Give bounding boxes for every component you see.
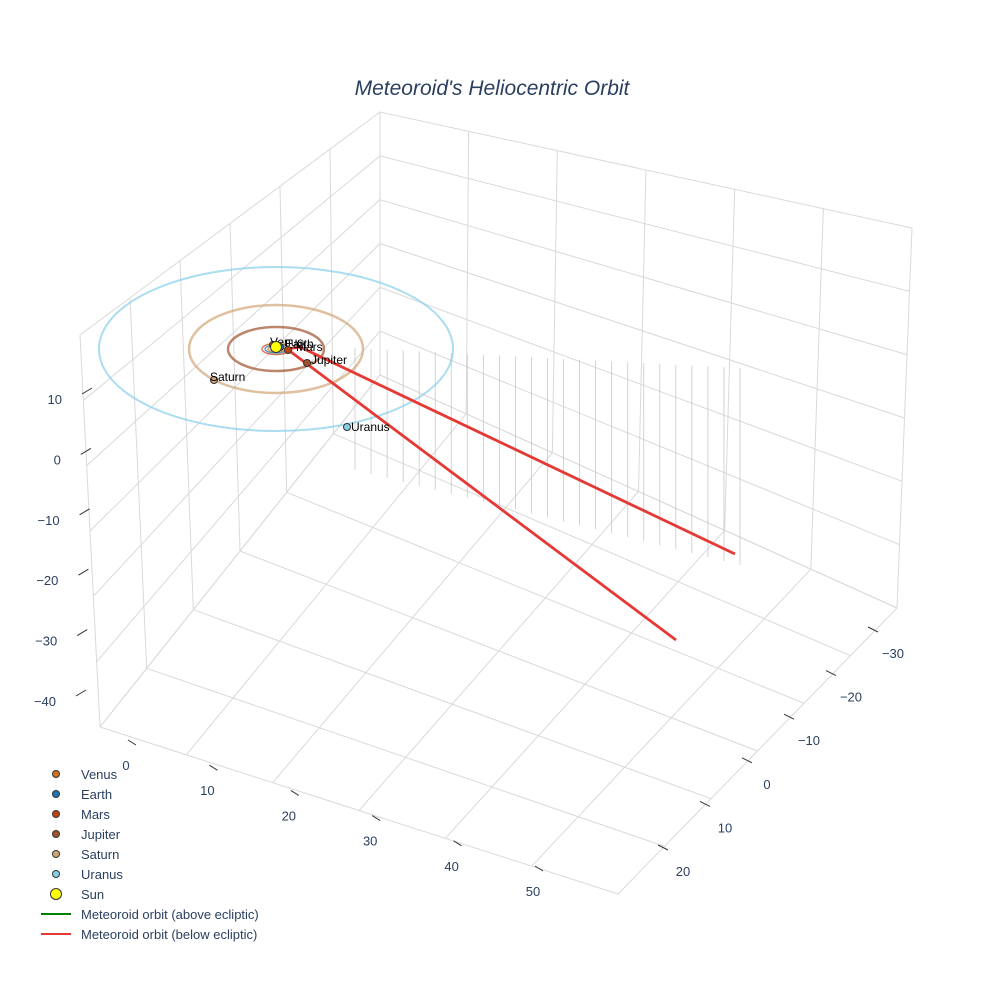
planet-marker-uranus [343, 423, 351, 431]
grid-3d [79, 111, 913, 895]
orbit-saturn [187, 303, 365, 395]
tick-mark [371, 815, 381, 822]
legend-item: Mars [52, 807, 110, 822]
tick-mark [79, 508, 90, 516]
legend-marker-swatch [52, 770, 60, 778]
legend-label: Sun [81, 887, 104, 902]
tick-mark [80, 447, 92, 455]
legend-label: Venus [81, 767, 118, 782]
meteoroid-orbit [283, 345, 736, 642]
legend-item: Saturn [52, 847, 119, 862]
legend-marker-swatch [52, 850, 60, 858]
y-tick-label: −10 [798, 733, 820, 748]
y-tick-label: 0 [763, 777, 770, 792]
z-tick-label: −20 [36, 573, 58, 588]
z-tick-label: 0 [54, 452, 61, 467]
meteoroid-orbit-line-below [283, 345, 736, 642]
sun-marker [270, 341, 282, 353]
x-tick-label: 40 [444, 859, 458, 874]
tick-mark [127, 739, 137, 746]
legend-item: Jupiter [52, 827, 121, 842]
back-wall-gridline [379, 111, 913, 229]
legend-label: Uranus [81, 867, 123, 882]
tick-mark [209, 764, 218, 771]
floor-gridline [531, 568, 812, 867]
tick-mark [741, 757, 753, 764]
floor-gridline [379, 374, 898, 609]
legend: Venus Earth Mars Jupiter Saturn Uranus Sun Mete… [41, 767, 259, 942]
x-tick-label: 30 [363, 834, 377, 849]
legend-item: Meteoroid orbit (above ecliptic) [41, 907, 259, 922]
legend-marker-swatch [52, 870, 60, 878]
x-tick-label: 20 [282, 808, 296, 823]
legend-item: Earth [52, 787, 112, 802]
floor-gridline [333, 433, 851, 657]
orbit-jupiter [226, 325, 326, 373]
left-wall-gridline [329, 149, 334, 434]
x-tick-label: 50 [526, 884, 540, 899]
orbit-uranus [98, 266, 454, 432]
back-wall-gridline [896, 227, 913, 609]
axis-ticks: 10 0 −10 −20 −30 −40 0 10 20 30 40 50 −30 −20 −10 0 10 20 [34, 387, 904, 899]
tick-mark [78, 568, 89, 576]
tick-mark [825, 670, 837, 677]
left-wall-gridline [83, 155, 381, 401]
legend-marker-swatch [52, 810, 60, 818]
tick-mark [867, 626, 879, 633]
legend-item: Venus [52, 767, 118, 782]
meteoroid-drop-lines [354, 348, 741, 565]
y-tick-label: 20 [676, 864, 690, 879]
planet-label-uranus: Uranus [351, 420, 390, 434]
chart-title: Meteoroid's Heliocentric Orbit [355, 77, 631, 100]
back-wall-gridline [810, 208, 824, 570]
tick-mark [76, 629, 88, 637]
legend-label: Meteoroid orbit (below ecliptic) [81, 927, 257, 942]
tick-mark [75, 689, 87, 697]
legend-marker-swatch [52, 790, 60, 798]
tick-mark [699, 800, 711, 807]
z-tick-label: 10 [48, 392, 62, 407]
tick-mark [81, 387, 93, 395]
floor-gridline [444, 529, 726, 839]
tick-mark [290, 789, 300, 796]
legend-label: Saturn [81, 847, 119, 862]
back-wall-gridline [724, 189, 736, 531]
planet-label-saturn: Saturn [210, 370, 245, 384]
legend-item: Sun [50, 887, 104, 902]
planet-label-mars: Mars [296, 340, 323, 354]
legend-marker-swatch [50, 888, 62, 900]
legend-label: Jupiter [81, 827, 121, 842]
legend-item: Meteoroid orbit (below ecliptic) [41, 927, 257, 942]
x-tick-label: 0 [122, 758, 129, 773]
tick-mark [453, 840, 462, 847]
planet-orbits [98, 266, 454, 432]
legend-item: Uranus [52, 867, 123, 882]
tick-mark [657, 844, 669, 851]
legend-label: Meteoroid orbit (above ecliptic) [81, 907, 259, 922]
tick-mark [783, 713, 795, 720]
legend-marker-swatch [52, 830, 60, 838]
planet-marker-saturn [210, 376, 218, 384]
x-tick-label: 10 [200, 783, 214, 798]
planet-marker-jupiter [303, 359, 311, 367]
legend-label: Mars [81, 807, 110, 822]
planet-marker-mars [284, 346, 292, 354]
tick-mark [534, 865, 544, 872]
z-tick-label: −10 [38, 513, 60, 528]
back-wall-gridline [379, 155, 910, 292]
planet-label-jupiter: Jupiter [311, 353, 347, 367]
planet-label-earth: Earth [285, 337, 314, 351]
y-tick-label: −20 [840, 690, 862, 705]
left-wall-gridline [79, 111, 381, 336]
y-tick-label: 10 [718, 820, 732, 835]
z-tick-label: −40 [34, 694, 56, 709]
y-tick-label: −30 [882, 646, 904, 661]
legend-label: Earth [81, 787, 112, 802]
z-tick-label: −30 [35, 634, 57, 649]
floor-gridline [617, 607, 898, 895]
